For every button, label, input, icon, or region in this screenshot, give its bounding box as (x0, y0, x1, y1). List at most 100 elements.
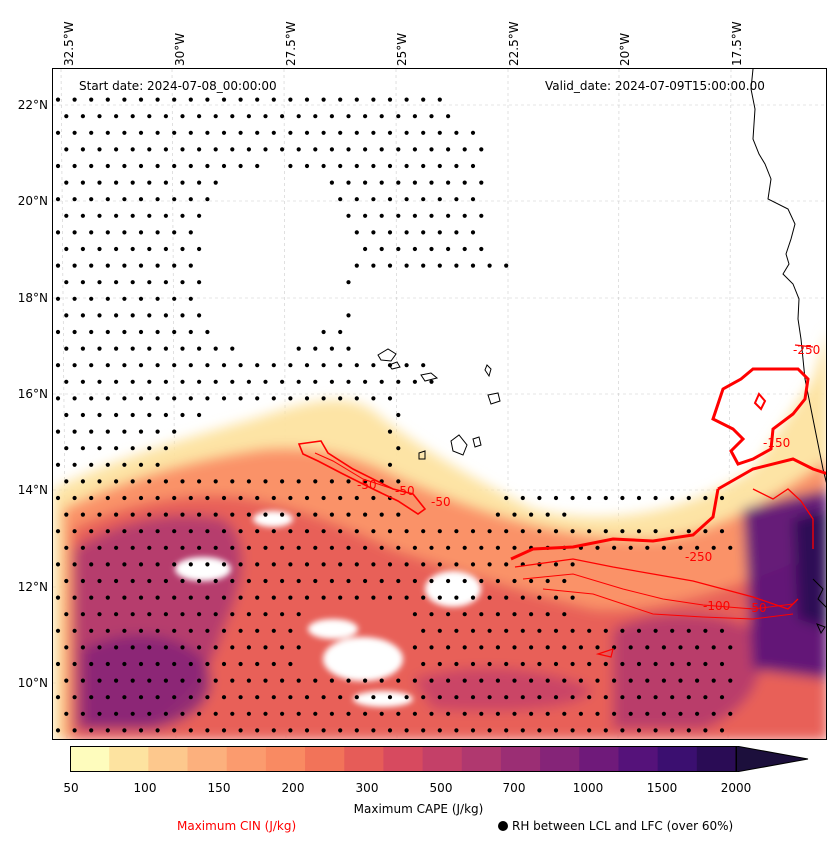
rh-dot (570, 661, 575, 667)
rh-dot (487, 562, 492, 567)
rh-dot (296, 346, 301, 351)
rh-dot (122, 130, 127, 135)
rh-dot (728, 545, 733, 550)
rh-dot (122, 396, 127, 401)
rh-dot (354, 595, 359, 600)
rh-dot (371, 130, 376, 135)
rh-dot (147, 246, 152, 252)
rh-dot (105, 628, 110, 633)
rh-dot (230, 578, 235, 584)
lat-label: 14°N (17, 483, 48, 497)
rh-dot (163, 678, 168, 683)
rh-dot (64, 346, 69, 351)
colorbar-cell (579, 746, 619, 772)
rh-dot (147, 545, 152, 550)
rh-dot (163, 280, 168, 285)
rh-dot (288, 163, 293, 169)
rh-dot (97, 545, 102, 550)
rh-dot (553, 728, 559, 733)
rh-dot (313, 512, 318, 517)
rh-dot (197, 578, 202, 584)
rh-dot (562, 612, 567, 617)
rh-dot (72, 728, 77, 733)
rh-dot (446, 578, 451, 584)
rh-dot (172, 230, 177, 235)
rh-dot (421, 163, 426, 169)
rh-dot (188, 595, 193, 600)
rh-dot (80, 711, 85, 716)
rh-dot (703, 628, 708, 633)
rh-dot (180, 114, 185, 119)
rh-dot (304, 728, 310, 733)
rh-dot (255, 130, 260, 135)
rh-dot (495, 612, 500, 617)
rh-dot (529, 512, 534, 517)
rh-dot (72, 396, 77, 401)
rh-dot (628, 545, 633, 550)
rh-dot (421, 363, 426, 368)
rh-dot (64, 678, 69, 683)
rh-dot (620, 661, 625, 667)
rh-dot (280, 711, 285, 716)
rh-dot (570, 695, 575, 700)
rh-dot (437, 130, 442, 135)
rh-dot (462, 711, 467, 716)
rh-dot (263, 379, 268, 384)
rh-dot (346, 512, 351, 517)
rh-dot (213, 711, 218, 716)
rh-dot (487, 695, 492, 700)
rh-dot (114, 711, 119, 716)
rh-dot (172, 628, 177, 633)
rh-dot (562, 645, 567, 650)
rh-dot (72, 495, 77, 501)
rh-dot (346, 313, 351, 318)
rh-dot (172, 363, 177, 368)
rh-dot (64, 545, 69, 550)
rh-dot (147, 479, 152, 484)
rh-dot (163, 313, 168, 318)
rh-dot (470, 628, 476, 633)
rh-dot (338, 396, 343, 401)
rh-dot (280, 512, 285, 517)
rh-dot (354, 197, 359, 202)
rh-dot (545, 512, 550, 517)
lat-label: 18°N (17, 291, 48, 305)
rh-dot (288, 628, 293, 633)
rh-dot (421, 97, 426, 102)
rh-dot (55, 661, 61, 667)
rh-dot (238, 628, 243, 633)
rh-dot (130, 479, 135, 484)
rh-dot (280, 114, 285, 119)
rh-dot (504, 695, 509, 700)
rh-dot (636, 529, 642, 534)
rh-dot (545, 612, 550, 617)
rh-dot (138, 595, 144, 600)
rh-dot (271, 363, 276, 368)
rh-dot (396, 545, 401, 550)
rh-dot (197, 280, 202, 285)
rh-dot (329, 545, 334, 550)
rh-dot (114, 114, 119, 119)
rh-dot (446, 545, 451, 550)
rh-dot (105, 661, 110, 667)
rh-dot (55, 529, 61, 534)
rh-dot (379, 711, 384, 716)
rh-dot (346, 147, 351, 152)
rh-dot (197, 114, 202, 119)
rh-dot (163, 114, 168, 119)
rh-dot (89, 363, 94, 368)
rh-dot (479, 612, 484, 617)
rh-dot (130, 147, 135, 152)
rh-dot (487, 529, 492, 534)
rh-dot (379, 114, 384, 119)
rh-dot (105, 263, 110, 268)
rh-dot (172, 296, 177, 301)
rh-dot (421, 628, 426, 633)
rh-dot (387, 529, 393, 534)
rh-dot (479, 645, 484, 650)
rh-dot (371, 529, 376, 534)
rh-dot (89, 661, 94, 667)
rh-dot (321, 163, 326, 169)
rh-dot (296, 545, 301, 550)
rh-dot (495, 578, 500, 584)
